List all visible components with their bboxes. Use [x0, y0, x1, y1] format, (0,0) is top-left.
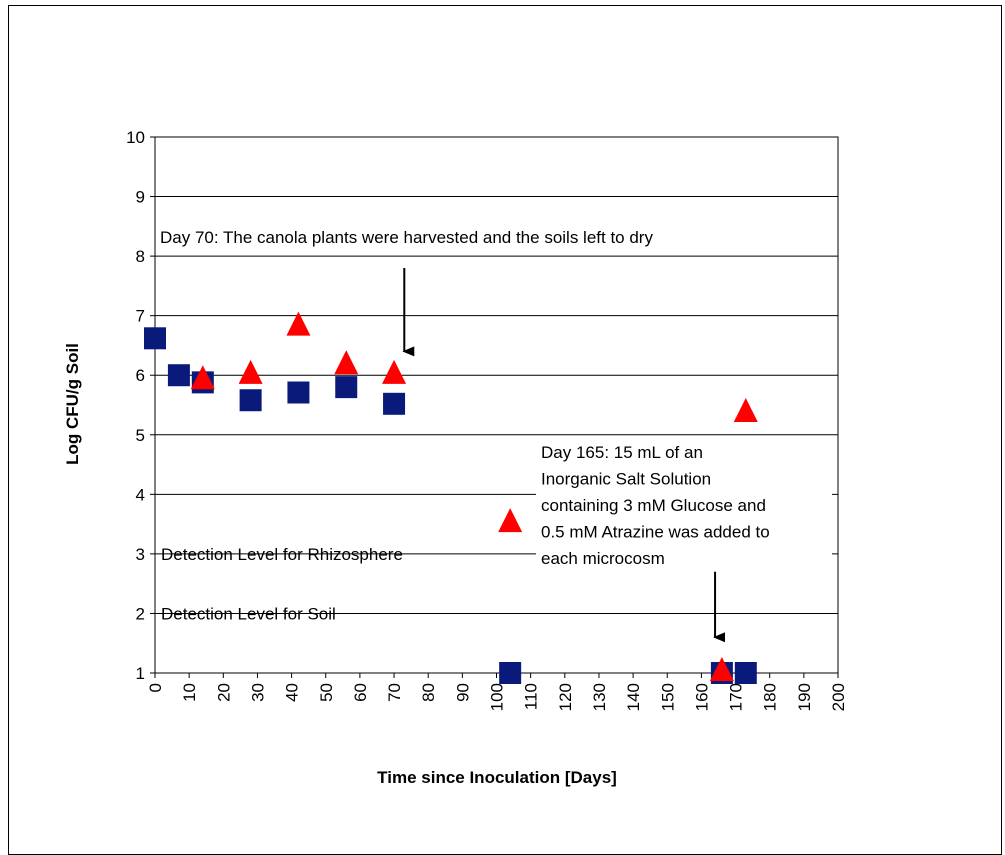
x-tick-label: 190 — [795, 683, 814, 711]
y-tick-label: 4 — [136, 485, 145, 504]
x-tick-label: 100 — [488, 683, 507, 711]
x-tick-label: 30 — [248, 683, 267, 702]
annotation-day165: Day 165: 15 mL of an Inorganic Salt Solut… — [536, 438, 832, 643]
square-marker — [239, 389, 262, 412]
x-tick-label: 160 — [692, 683, 711, 711]
y-tick-label: 7 — [136, 307, 145, 326]
square-marker — [499, 662, 522, 684]
annotation-day165-line: containing 3 mM Glucose and — [541, 496, 766, 515]
x-tick-label: 40 — [283, 683, 302, 702]
triangle-marker — [286, 311, 311, 336]
y-tick-label: 9 — [136, 188, 145, 207]
x-tick-label: 10 — [180, 683, 199, 702]
square-marker — [335, 376, 358, 399]
triangle-marker — [190, 365, 215, 390]
detection-label-1: Detection Level for Soil — [161, 604, 336, 623]
triangle-marker — [382, 359, 407, 384]
x-tick-label: 60 — [351, 683, 370, 702]
x-tick-label: 20 — [214, 683, 233, 702]
x-tick-label: 180 — [761, 683, 780, 711]
x-tick-label: 0 — [146, 683, 165, 692]
y-axis-title: Log CFU/g Soil — [63, 343, 82, 465]
y-tick-label: 1 — [136, 664, 145, 683]
annotation-day165-line: 0.5 mM Atrazine was added to — [541, 523, 770, 542]
annotations: Day 70: The canola plants were harvested… — [157, 220, 832, 643]
x-tick-label: 50 — [317, 683, 336, 702]
x-tick-label: 80 — [419, 683, 438, 702]
data-markers — [144, 311, 758, 684]
x-tick-label: 130 — [590, 683, 609, 711]
annotation-day165-line: each microcosm — [541, 549, 665, 568]
y-tick-label: 2 — [136, 604, 145, 623]
square-marker — [734, 662, 757, 684]
annotation-day165-line: Inorganic Salt Solution — [541, 470, 711, 489]
annotation-bg — [536, 438, 832, 574]
x-tick-label: 200 — [829, 683, 848, 711]
square-marker — [144, 327, 166, 350]
y-tick-label: 10 — [126, 128, 145, 147]
y-tick-label: 5 — [136, 426, 145, 445]
triangle-marker — [334, 350, 359, 375]
x-tick-label: 150 — [658, 683, 677, 711]
x-tick-label: 170 — [727, 683, 746, 711]
x-tick-label: 110 — [522, 683, 541, 710]
y-tick-label: 8 — [136, 247, 145, 266]
y-tick-label: 3 — [136, 545, 145, 564]
x-tick-label: 120 — [556, 683, 575, 711]
square-marker — [167, 364, 190, 387]
x-tick-labels: 0 10 20 30 40 50 60 70 80 90 100 110 120 130 140 150 160… — [146, 683, 848, 711]
annotation-day70-text: Day 70: The canola plants were harvested… — [160, 228, 653, 247]
square-marker — [287, 381, 310, 404]
triangle-marker — [709, 657, 734, 682]
y-tick-label: 6 — [136, 366, 145, 385]
square-marker — [383, 392, 406, 415]
triangle-marker — [498, 508, 523, 533]
y-tick-labels: 1 2 3 4 5 6 7 8 9 10 — [126, 128, 145, 683]
x-tick-label: 70 — [385, 683, 404, 702]
x-tick-label: 140 — [624, 683, 643, 711]
x-axis-title: Time since Inoculation [Days] — [377, 768, 617, 787]
annotation-bg — [157, 220, 821, 249]
annotation-day70: Day 70: The canola plants were harvested… — [157, 220, 821, 357]
triangle-marker — [238, 359, 263, 384]
detection-label-0: Detection Level for Rhizosphere — [161, 545, 403, 564]
annotation-day165-line: Day 165: 15 mL of an — [541, 443, 703, 462]
reference-labels: Detection Level for Rhizosphere Detection… — [161, 545, 403, 624]
triangle-marker — [733, 397, 758, 422]
x-tick-label: 90 — [453, 683, 472, 702]
